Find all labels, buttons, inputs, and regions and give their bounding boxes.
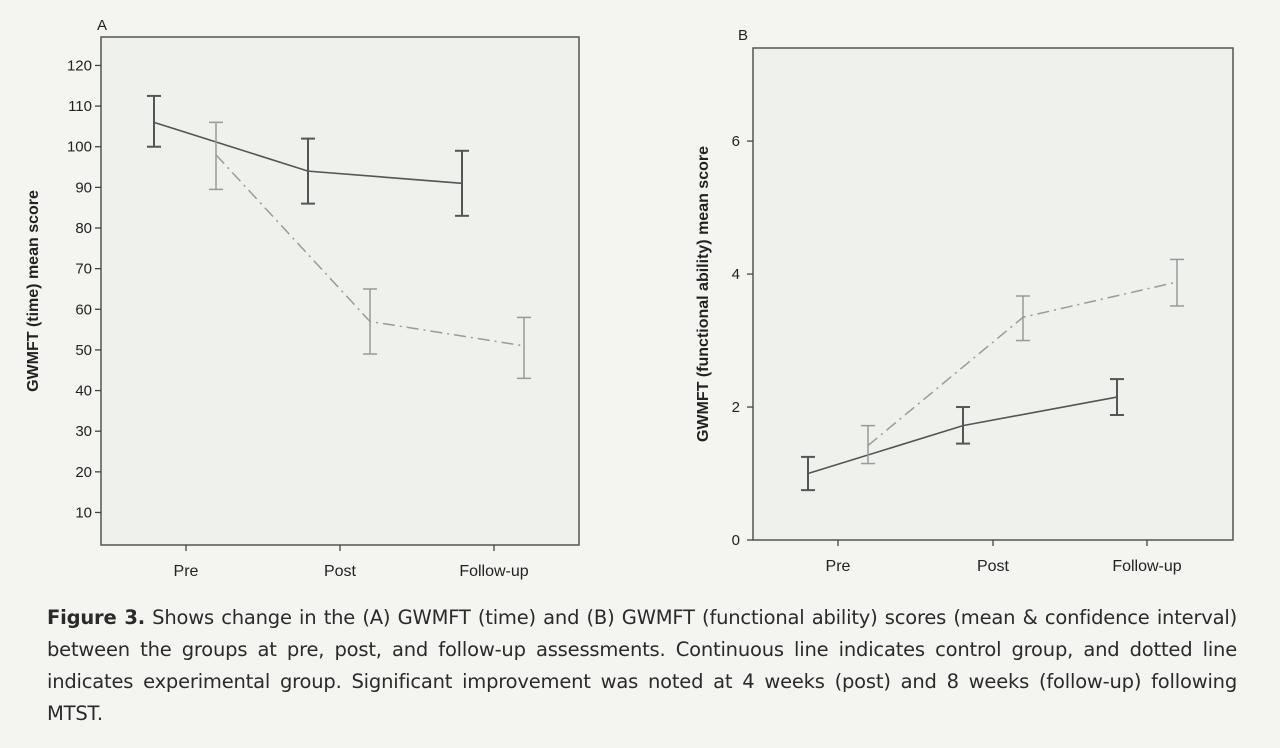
y-tick-label: 4 (732, 266, 740, 283)
x-tick-label: Pre (174, 563, 199, 580)
y-tick-label: 100 (67, 139, 92, 156)
y-tick-label: 80 (75, 220, 92, 237)
y-tick-label: 120 (67, 57, 92, 74)
caption-text: Shows change in the (A) GWMFT (time) and… (47, 606, 1237, 725)
y-tick-label: 70 (75, 261, 92, 278)
x-tick-label: Pre (826, 558, 851, 575)
y-tick-label: 20 (75, 464, 92, 481)
x-tick-label: Post (324, 563, 357, 580)
y-tick-label: 10 (75, 504, 92, 521)
y-axis-label: GWMFT (functional ability) mean score (695, 146, 712, 442)
plot-area (752, 47, 1234, 541)
x-tick-label: Follow-up (1112, 558, 1181, 575)
y-axis-label: GWMFT (time) mean score (25, 190, 42, 392)
y-tick-label: 90 (75, 179, 92, 196)
figure-caption: Figure 3. Shows change in the (A) GWMFT … (47, 602, 1237, 730)
y-tick-label: 40 (75, 383, 92, 400)
panel-label: A (97, 17, 107, 34)
x-tick-label: Follow-up (459, 563, 528, 580)
caption-label: Figure 3. (47, 606, 145, 629)
y-tick-label: 110 (68, 98, 92, 115)
x-tick-label: Post (977, 558, 1010, 575)
y-tick-label: 6 (732, 133, 740, 150)
panel-label: B (738, 27, 748, 44)
y-tick-label: 50 (75, 342, 92, 359)
plot-area (100, 36, 580, 546)
y-tick-label: 2 (732, 399, 740, 416)
y-tick-label: 60 (75, 301, 92, 318)
y-tick-label: 0 (732, 532, 740, 549)
y-tick-label: 30 (75, 423, 92, 440)
